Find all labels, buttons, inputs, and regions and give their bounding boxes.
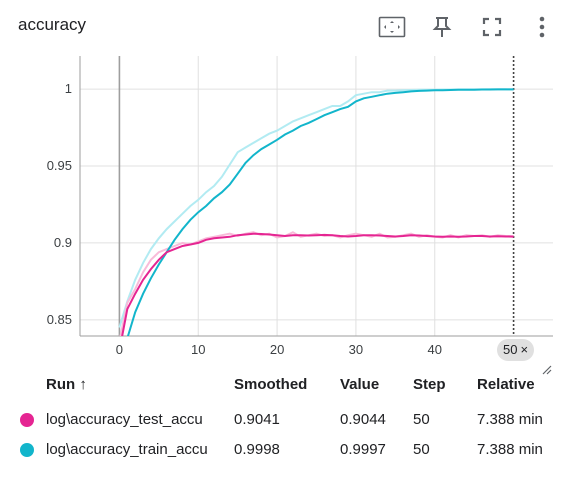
series-0-smoothed-line: [126, 88, 514, 336]
series-0-raw-line: [118, 88, 514, 328]
close-icon[interactable]: ×: [520, 342, 529, 357]
run-step: 50: [413, 440, 430, 458]
y-tick-label: 1: [65, 81, 72, 96]
run-smoothed: 0.9041: [234, 410, 280, 428]
series-1-smoothed-line: [121, 232, 514, 336]
runs-table: Run ↑ Smoothed Value Step Relative log\a…: [16, 374, 557, 464]
run-relative: 7.388 min: [477, 410, 543, 428]
run-relative: 7.388 min: [477, 440, 543, 458]
header-run[interactable]: Run ↑: [46, 375, 87, 393]
run-value: 0.9997: [340, 440, 386, 458]
y-tick-label: 0.85: [47, 312, 72, 327]
y-tick-label: 0.9: [54, 235, 72, 250]
header-step[interactable]: Step: [413, 375, 446, 393]
run-name: log\accuracy_test_accu: [46, 410, 203, 428]
header-smoothed[interactable]: Smoothed: [234, 375, 308, 393]
x-tick-label: 30: [349, 342, 363, 357]
card-title: accuracy: [18, 15, 87, 34]
chart-axes: [79, 56, 553, 337]
x-tick-label: 10: [191, 342, 205, 357]
step-marker-value: 50: [503, 342, 518, 357]
run-step: 50: [413, 410, 430, 428]
run-name: log\accuracy_train_accu: [46, 440, 208, 458]
x-tick-label: 20: [270, 342, 284, 357]
run-value: 0.9044: [340, 410, 386, 428]
header-color: [16, 374, 46, 404]
header-relative[interactable]: Relative: [477, 375, 535, 393]
fullscreen-icon[interactable]: [477, 12, 507, 42]
y-tick-label: 0.95: [47, 158, 72, 173]
table-row[interactable]: log\accuracy_test_accu 0.9041 0.9044 50 …: [16, 404, 557, 434]
more-options-icon[interactable]: [527, 12, 557, 42]
header-value[interactable]: Value: [340, 375, 380, 393]
chart-grid: [80, 56, 553, 336]
step-marker-badge[interactable]: 50 ×: [497, 339, 535, 361]
x-tick-label: 0: [116, 342, 123, 357]
run-color-dot: [16, 434, 46, 464]
run-smoothed: 0.9998: [234, 440, 280, 458]
toolbar: [377, 12, 557, 42]
fit-domain-icon[interactable]: [377, 12, 407, 42]
pin-icon[interactable]: [427, 12, 457, 42]
x-tick-label: 40: [428, 342, 442, 357]
chart-series: [118, 88, 514, 336]
run-color-dot: [16, 404, 46, 434]
table-header-row: Run ↑ Smoothed Value Step Relative: [16, 374, 557, 404]
table-row[interactable]: log\accuracy_train_accu 0.9998 0.9997 50…: [16, 434, 557, 464]
resize-handle-icon[interactable]: [542, 364, 552, 378]
